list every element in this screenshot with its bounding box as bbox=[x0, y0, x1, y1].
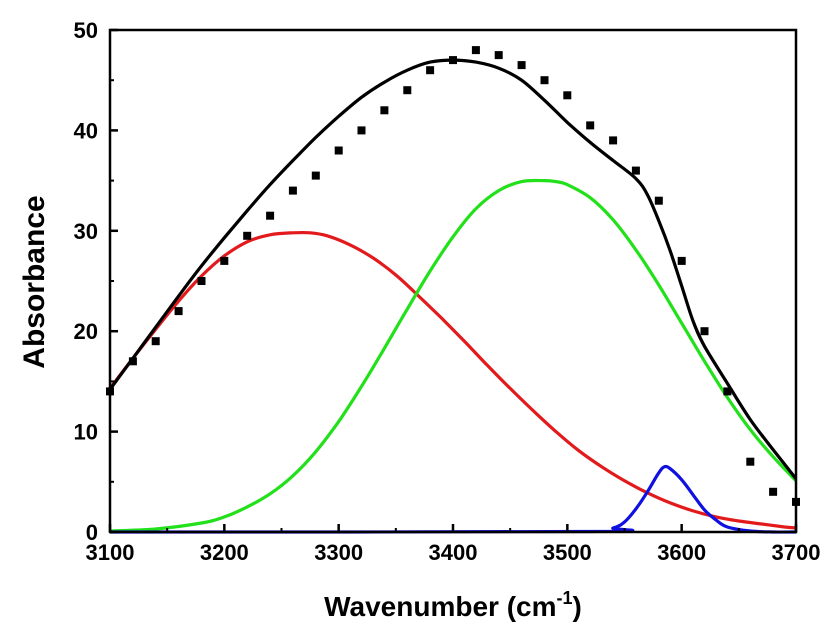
x-tick-label: 3100 bbox=[86, 540, 135, 565]
x-tick-label: 3700 bbox=[772, 540, 821, 565]
data-point bbox=[654, 196, 663, 205]
x-axis-title: Wavenumber (cm-1) bbox=[324, 588, 582, 622]
y-tick-label: 20 bbox=[74, 319, 98, 344]
x-tick-label: 3200 bbox=[200, 540, 249, 565]
data-point bbox=[357, 126, 366, 135]
x-axis-title-superscript: -1 bbox=[557, 588, 573, 608]
x-tick-label: 3500 bbox=[543, 540, 592, 565]
plot-marks bbox=[106, 46, 800, 534]
y-tick-label: 0 bbox=[86, 520, 98, 545]
data-point bbox=[586, 121, 595, 130]
data-point bbox=[609, 136, 618, 145]
data-point bbox=[746, 457, 755, 466]
data-point bbox=[769, 487, 778, 496]
data-point bbox=[426, 66, 435, 75]
data-point bbox=[128, 357, 137, 366]
y-tick-label: 50 bbox=[74, 18, 98, 43]
y-tick-label: 40 bbox=[74, 118, 98, 143]
data-point bbox=[288, 186, 297, 195]
x-tick-label: 3600 bbox=[657, 540, 706, 565]
data-point bbox=[220, 256, 229, 265]
x-tick-label: 3300 bbox=[314, 540, 363, 565]
peak-1-line bbox=[108, 230, 797, 530]
data-point bbox=[677, 256, 686, 265]
peak-2-line bbox=[109, 178, 798, 533]
x-tick-label: 3400 bbox=[429, 540, 478, 565]
data-point bbox=[174, 307, 183, 316]
peak-3-line bbox=[109, 464, 797, 534]
data-point bbox=[471, 46, 480, 55]
data-point bbox=[517, 61, 526, 70]
data-point bbox=[449, 56, 457, 65]
data-point bbox=[380, 106, 389, 115]
y-axis-title: Absorbance bbox=[18, 195, 51, 368]
data-point bbox=[540, 76, 549, 85]
data-point bbox=[243, 231, 252, 240]
data-point bbox=[266, 211, 275, 220]
data-point bbox=[403, 86, 412, 95]
data-point bbox=[631, 166, 640, 175]
plot-frame bbox=[108, 28, 798, 534]
data-point bbox=[563, 91, 572, 100]
x-axis-title-close: ) bbox=[573, 591, 582, 622]
data-point bbox=[700, 327, 709, 336]
data-point bbox=[334, 146, 343, 155]
data-point bbox=[197, 277, 206, 285]
data-point bbox=[723, 387, 732, 396]
data-point bbox=[494, 51, 503, 60]
x-axis-title-main: Wavenumber (cm bbox=[324, 591, 556, 622]
data-point bbox=[311, 171, 320, 180]
y-tick-label: 10 bbox=[74, 420, 98, 445]
y-tick-label: 30 bbox=[74, 219, 98, 244]
data-point bbox=[151, 337, 160, 346]
fit-line bbox=[108, 58, 798, 480]
axis-ticks: 3100 3200 3300 3400 3500 3600 3700 0 10 20 30 40 50 bbox=[74, 18, 821, 565]
